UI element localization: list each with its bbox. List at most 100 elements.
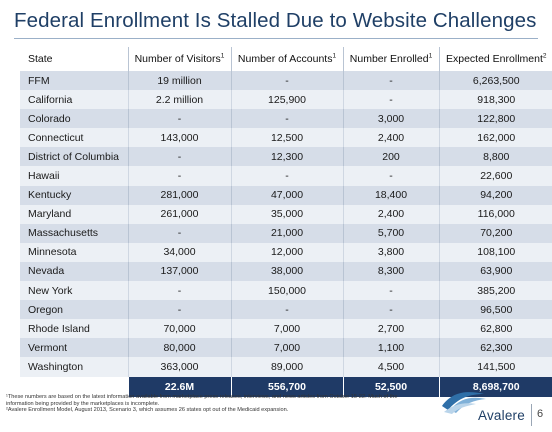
- cell-expected: 62,300: [438, 338, 552, 358]
- cell-visitors: 143,000: [127, 128, 231, 148]
- cell-expected: 108,100: [438, 242, 552, 262]
- cell-expected: 162,000: [438, 128, 552, 148]
- cell-enrolled: -: [342, 300, 439, 320]
- cell-expected: 8,800: [438, 147, 552, 167]
- slide-title: Federal Enrollment Is Stalled Due to Web…: [14, 9, 537, 32]
- cell-accounts: 12,300: [230, 147, 343, 167]
- page-number-divider: [531, 404, 532, 426]
- cell-visitors: 281,000: [127, 185, 231, 205]
- cell-accounts: 7,000: [230, 319, 343, 339]
- cell-enrolled: 3,000: [342, 109, 439, 129]
- footnote-1: ¹These numbers are based on the latest i…: [6, 394, 398, 407]
- table-row: Vermont 80,000 7,000 1,100 62,300: [20, 338, 552, 358]
- table-row: Washington 363,000 89,000 4,500 141,500: [20, 357, 552, 377]
- cell-state: Rhode Island: [20, 319, 128, 339]
- cell-state: Maryland: [20, 204, 128, 224]
- cell-accounts: 7,000: [230, 338, 343, 358]
- total-expected: 8,698,700: [438, 376, 552, 397]
- table-row: Minnesota 34,000 12,000 3,800 108,100: [20, 242, 552, 262]
- cell-accounts: -: [230, 71, 343, 91]
- table-row: District of Columbia -12,300 200 8,800: [20, 147, 552, 167]
- table-row: Hawaii - - -22,600: [20, 166, 552, 186]
- totals-row: 22.6M 556,700 52,500 8,698,700: [20, 376, 552, 397]
- header-expected: Expected Enrollment2: [438, 47, 552, 71]
- cell-expected: 63,900: [438, 261, 552, 282]
- cell-enrolled: 8,300: [342, 261, 439, 282]
- cell-enrolled: 2,400: [342, 204, 439, 224]
- title-divider: [14, 38, 538, 39]
- cell-enrolled: -: [342, 71, 439, 91]
- cell-expected: 62,800: [438, 319, 552, 339]
- cell-accounts: 12,000: [230, 242, 343, 262]
- cell-state: California: [20, 90, 128, 110]
- cell-visitors: 19 million: [127, 71, 231, 91]
- page-number: 6: [537, 408, 544, 420]
- enrollment-table: State Number of Visitors1 Number of Acco…: [20, 47, 552, 397]
- cell-accounts: 125,900: [230, 90, 343, 110]
- totals-label-cell: [20, 376, 128, 397]
- table-row: Kentucky 281,000 47,000 18,400 94,200: [20, 185, 552, 205]
- table-row: Massachusetts -21,000 5,700 70,200: [20, 223, 552, 243]
- cell-state: Vermont: [20, 338, 128, 358]
- cell-accounts: 35,000: [230, 204, 343, 224]
- cell-state: FFM: [20, 71, 128, 91]
- cell-expected: 6,263,500: [438, 71, 552, 91]
- cell-visitors: -: [127, 147, 231, 167]
- cell-enrolled: 1,100: [342, 338, 439, 358]
- total-accounts: 556,700: [230, 376, 343, 397]
- cell-state: Minnesota: [20, 242, 128, 262]
- table-row: Rhode Island 70,000 7,000 2,700 62,800: [20, 319, 552, 339]
- table-row: New York -150,000-385,200: [20, 281, 552, 301]
- cell-visitors: -: [127, 166, 231, 186]
- total-enrolled: 52,500: [342, 376, 439, 397]
- cell-visitors: 34,000: [127, 242, 231, 262]
- table-header-row: State Number of Visitors1 Number of Acco…: [20, 47, 552, 71]
- cell-accounts: 12,500: [230, 128, 343, 148]
- header-enrolled: Number Enrolled1: [342, 47, 439, 71]
- table-body: FFM 19 million - -6,263,500 California 2.2 mi…: [20, 71, 552, 377]
- cell-enrolled: -: [342, 90, 439, 110]
- cell-expected: 918,300: [438, 90, 552, 110]
- cell-accounts: 47,000: [230, 185, 343, 205]
- cell-enrolled: 3,800: [342, 242, 439, 262]
- cell-visitors: -: [127, 281, 231, 301]
- cell-state: Hawaii: [20, 166, 128, 186]
- cell-accounts: -: [230, 109, 343, 129]
- cell-expected: 122,800: [438, 109, 552, 129]
- cell-visitors: 261,000: [127, 204, 231, 224]
- avalere-wave-icon: [442, 392, 486, 414]
- cell-enrolled: 5,700: [342, 223, 439, 243]
- cell-visitors: 2.2 million: [127, 90, 231, 110]
- cell-enrolled: 18,400: [342, 185, 439, 205]
- cell-state: Colorado: [20, 109, 128, 129]
- cell-state: Nevada: [20, 261, 128, 282]
- cell-visitors: 80,000: [127, 338, 231, 358]
- cell-state: Kentucky: [20, 185, 128, 205]
- cell-accounts: 38,000: [230, 261, 343, 282]
- avalere-logo: Avalere: [440, 386, 532, 430]
- header-state: State: [20, 47, 128, 71]
- cell-expected: 94,200: [438, 185, 552, 205]
- cell-visitors: 363,000: [127, 357, 231, 377]
- logo-text: Avalere: [478, 408, 525, 423]
- footnotes: ¹These numbers are based on the latest i…: [6, 394, 426, 414]
- cell-visitors: -: [127, 109, 231, 129]
- cell-state: Oregon: [20, 300, 128, 320]
- table-row: FFM 19 million - -6,263,500: [20, 71, 552, 91]
- cell-accounts: -: [230, 166, 343, 186]
- cell-expected: 22,600: [438, 166, 552, 186]
- header-visitors: Number of Visitors1: [127, 47, 231, 71]
- cell-expected: 70,200: [438, 223, 552, 243]
- footnote-2: ²Avalere Enrollment Model, August 2013, …: [6, 407, 289, 414]
- cell-enrolled: 4,500: [342, 357, 439, 377]
- cell-state: Connecticut: [20, 128, 128, 148]
- cell-accounts: 21,000: [230, 223, 343, 243]
- cell-enrolled: -: [342, 166, 439, 186]
- cell-expected: 141,500: [438, 357, 552, 377]
- cell-expected: 385,200: [438, 281, 552, 301]
- table-row: Connecticut 143,000 12,500 2,400 162,000: [20, 128, 552, 148]
- cell-state: New York: [20, 281, 128, 301]
- table-row: Oregon - - -96,500: [20, 300, 552, 320]
- cell-state: District of Columbia: [20, 147, 128, 167]
- header-accounts: Number of Accounts1: [230, 47, 343, 71]
